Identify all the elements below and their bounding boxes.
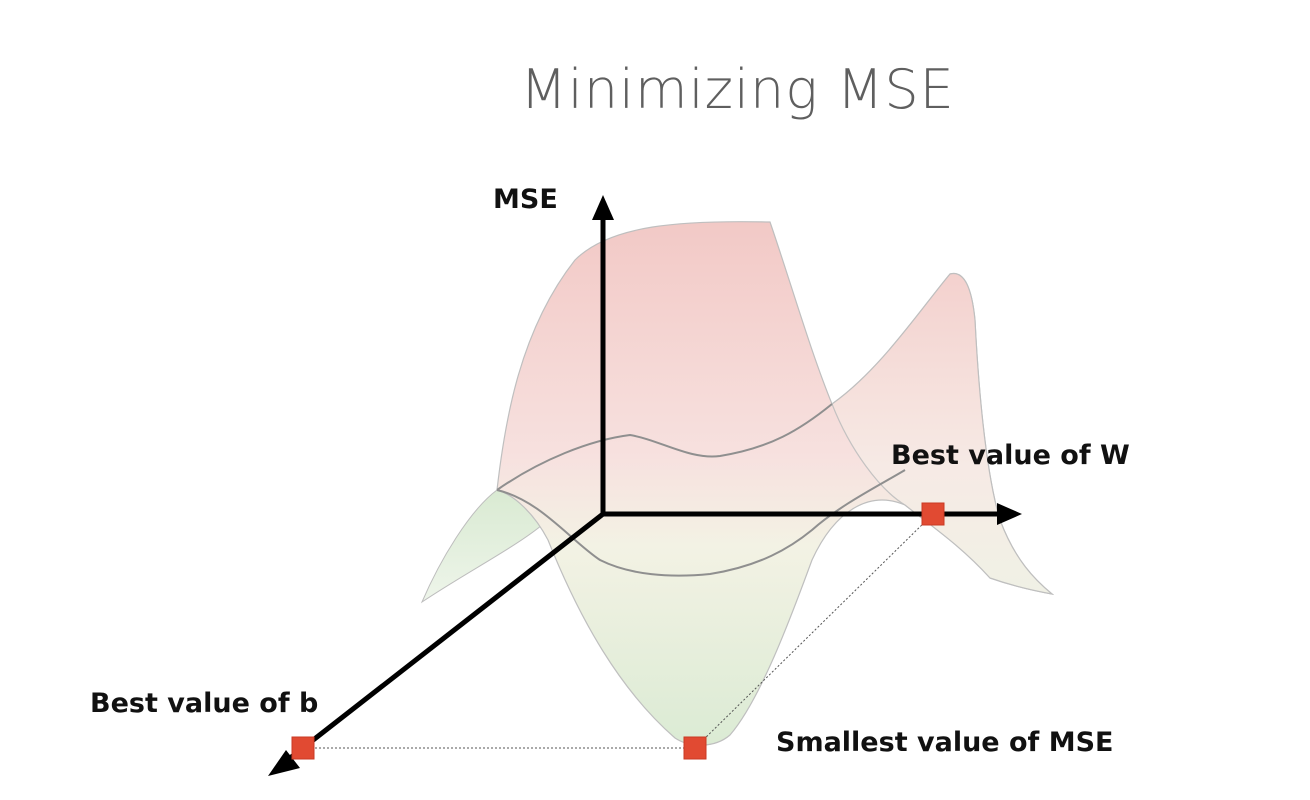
- marker-best-b: [291, 736, 315, 760]
- surface-contour-upper: [496, 403, 833, 491]
- axis-b: [283, 512, 605, 764]
- label-smallest-mse: Smallest value of MSE: [776, 727, 1114, 758]
- label-best-w: Best value of W: [891, 440, 1130, 471]
- axis-b-arrowhead: [268, 750, 300, 776]
- marker-smallest-mse: [683, 736, 707, 760]
- surface-right-hump: [831, 272, 1055, 596]
- axis-label-mse: MSE: [493, 184, 558, 215]
- axis-mse-arrowhead: [592, 195, 614, 220]
- marker-best-w: [921, 502, 945, 526]
- slide-title: Minimizing MSE: [520, 58, 955, 121]
- surface-contour-lower: [496, 469, 906, 577]
- axis-w-arrowhead: [997, 503, 1022, 525]
- label-best-b: Best value of b: [90, 688, 319, 719]
